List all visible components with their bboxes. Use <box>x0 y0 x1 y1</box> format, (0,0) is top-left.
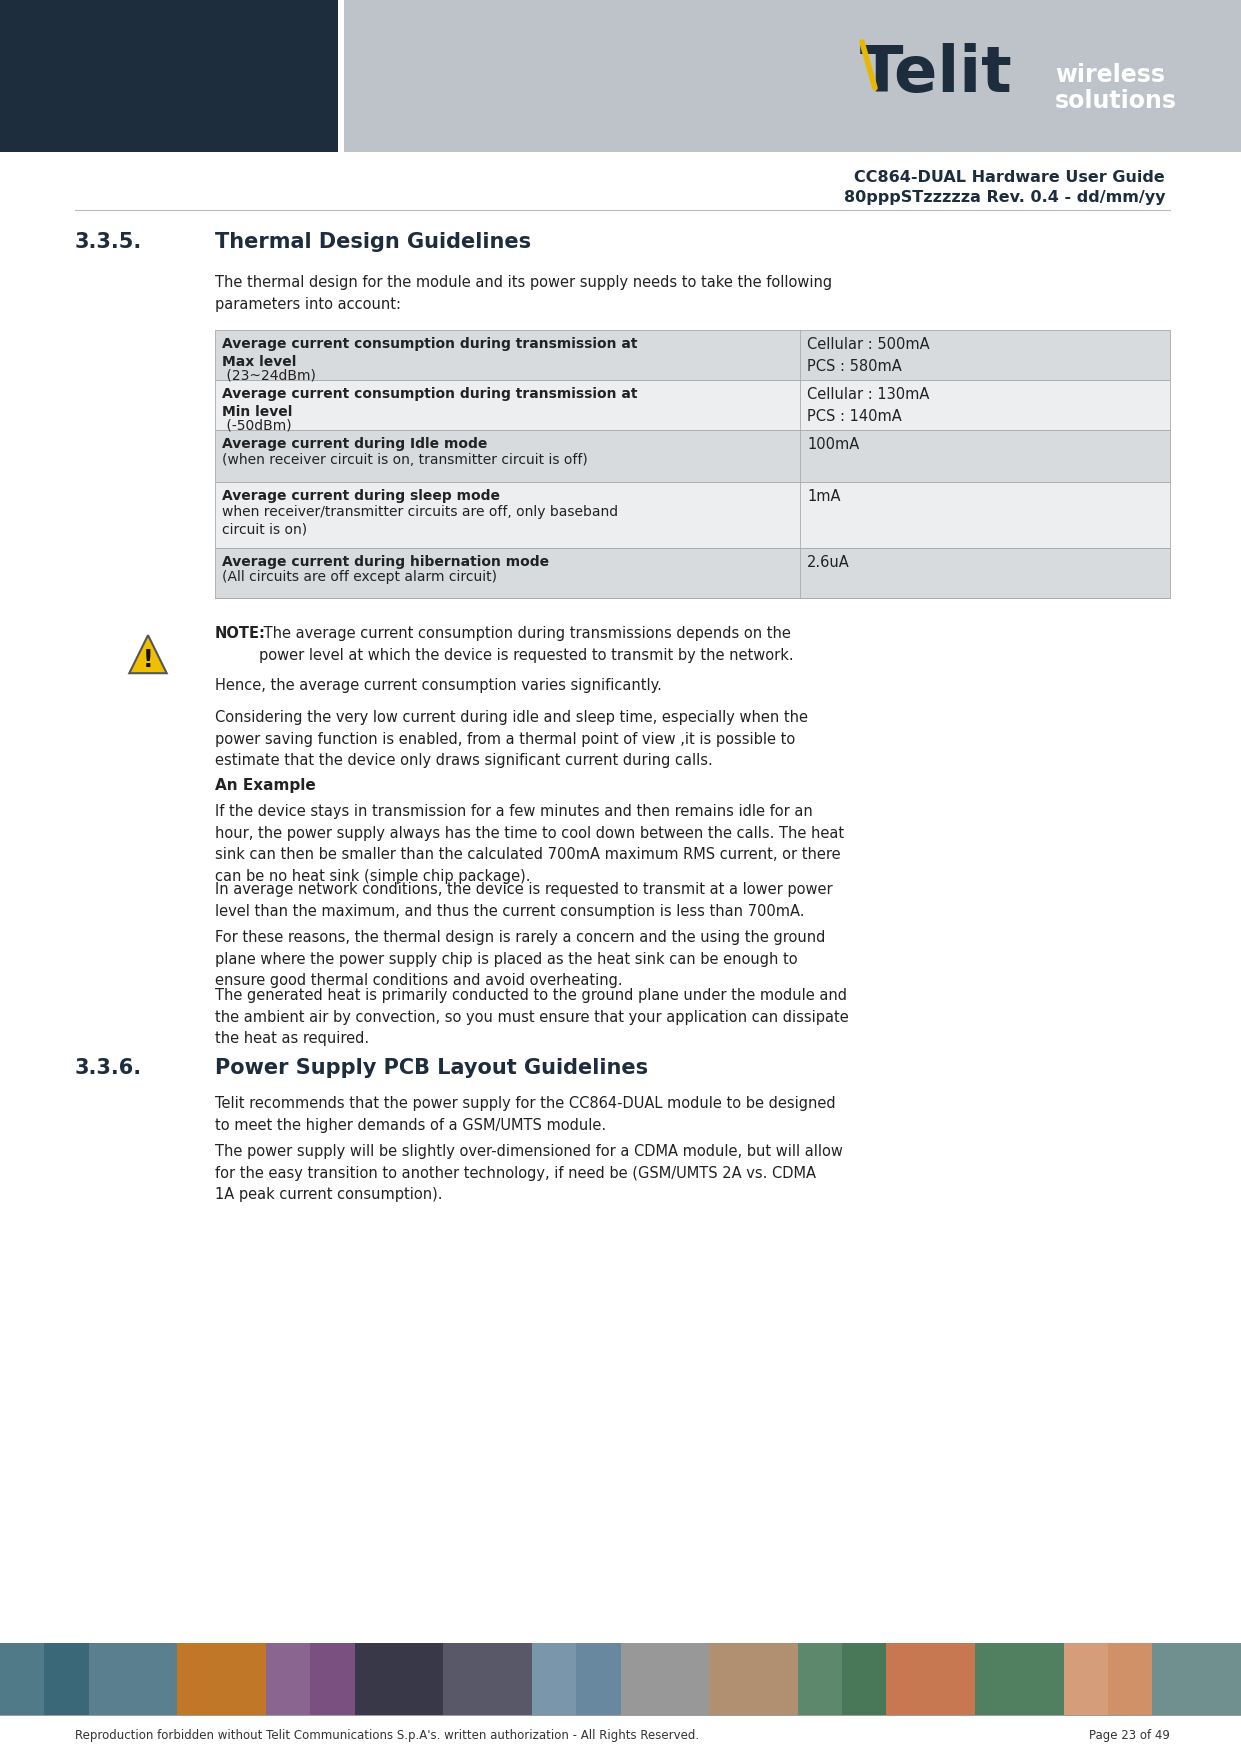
Text: The average current consumption during transmissions depends on the
power level : The average current consumption during t… <box>259 627 794 663</box>
Bar <box>215 430 1170 483</box>
Bar <box>0 1643 45 1715</box>
Bar <box>266 1643 310 1715</box>
Bar <box>88 1643 179 1715</box>
Bar <box>1064 1643 1153 1715</box>
Bar <box>798 1643 887 1715</box>
Bar <box>338 0 344 153</box>
Text: Reproduction forbidden without Telit Communications S.p.A's. written authorizati: Reproduction forbidden without Telit Com… <box>74 1729 699 1743</box>
Bar <box>215 381 1170 430</box>
Bar <box>620 1643 710 1715</box>
Text: The generated heat is primarily conducted to the ground plane under the module a: The generated heat is primarily conducte… <box>215 988 849 1046</box>
Text: The thermal design for the module and its power supply needs to take the followi: The thermal design for the module and it… <box>215 276 833 312</box>
Text: (when receiver circuit is on, transmitter circuit is off): (when receiver circuit is on, transmitte… <box>222 453 588 467</box>
Text: !: ! <box>143 648 154 672</box>
Text: Average current during Idle mode: Average current during Idle mode <box>222 437 488 451</box>
Text: In average network conditions, the device is requested to transmit at a lower po: In average network conditions, the devic… <box>215 883 833 918</box>
Text: Page 23 of 49: Page 23 of 49 <box>1090 1729 1170 1743</box>
Text: Telit: Telit <box>860 44 1013 105</box>
Polygon shape <box>129 635 166 674</box>
Bar <box>443 1643 532 1715</box>
Bar <box>0 0 338 153</box>
Bar <box>532 1643 576 1715</box>
Text: NOTE:: NOTE: <box>215 627 266 641</box>
Bar <box>355 1643 444 1715</box>
Text: Average current consumption during transmission at
Min level: Average current consumption during trans… <box>222 388 638 419</box>
Bar <box>975 1643 1065 1715</box>
Text: 1mA: 1mA <box>807 490 840 504</box>
Text: Thermal Design Guidelines: Thermal Design Guidelines <box>215 232 531 253</box>
Text: For these reasons, the thermal design is rarely a concern and the using the grou: For these reasons, the thermal design is… <box>215 930 825 988</box>
Text: CC864-DUAL Hardware User Guide: CC864-DUAL Hardware User Guide <box>854 170 1165 184</box>
Text: 3.3.6.: 3.3.6. <box>74 1058 143 1078</box>
Text: (-50dBm): (-50dBm) <box>222 418 292 432</box>
Bar <box>215 483 1170 548</box>
Text: 3.3.5.: 3.3.5. <box>74 232 143 253</box>
Text: An Example: An Example <box>215 777 315 793</box>
Text: 100mA: 100mA <box>807 437 859 453</box>
Text: The power supply will be slightly over-dimensioned for a CDMA module, but will a: The power supply will be slightly over-d… <box>215 1144 843 1202</box>
Text: (23~24dBm): (23~24dBm) <box>222 369 316 383</box>
Bar <box>177 1643 267 1715</box>
Bar <box>1153 1643 1241 1715</box>
Bar <box>215 548 1170 598</box>
Text: solutions: solutions <box>1055 90 1176 112</box>
Text: 2.6uA: 2.6uA <box>807 555 850 570</box>
Text: when receiver/transmitter circuits are off, only baseband
circuit is on): when receiver/transmitter circuits are o… <box>222 504 618 537</box>
Text: (All circuits are off except alarm circuit): (All circuits are off except alarm circu… <box>222 570 496 584</box>
Text: Hence, the average current consumption varies significantly.: Hence, the average current consumption v… <box>215 677 661 693</box>
Bar <box>1064 1643 1108 1715</box>
Text: Average current during hibernation mode: Average current during hibernation mode <box>222 555 549 569</box>
Bar <box>886 1643 977 1715</box>
Bar <box>338 0 1241 153</box>
Text: wireless: wireless <box>1055 63 1165 88</box>
Text: 80pppSTzzzzza Rev. 0.4 - dd/mm/yy: 80pppSTzzzzza Rev. 0.4 - dd/mm/yy <box>844 190 1165 205</box>
Text: If the device stays in transmission for a few minutes and then remains idle for : If the device stays in transmission for … <box>215 804 844 885</box>
Bar <box>215 330 1170 381</box>
Text: Average current consumption during transmission at
Max level: Average current consumption during trans… <box>222 337 638 369</box>
Bar <box>0 1643 89 1715</box>
Bar <box>266 1643 356 1715</box>
Text: Considering the very low current during idle and sleep time, especially when the: Considering the very low current during … <box>215 711 808 769</box>
Bar <box>798 1643 843 1715</box>
Bar <box>532 1643 622 1715</box>
Text: Cellular : 500mA
PCS : 580mA: Cellular : 500mA PCS : 580mA <box>807 337 930 374</box>
Bar <box>709 1643 799 1715</box>
Text: Cellular : 130mA
PCS : 140mA: Cellular : 130mA PCS : 140mA <box>807 388 930 425</box>
Text: Average current during sleep mode: Average current during sleep mode <box>222 490 500 504</box>
Text: Telit recommends that the power supply for the CC864-DUAL module to be designed
: Telit recommends that the power supply f… <box>215 1097 835 1132</box>
Text: Power Supply PCB Layout Guidelines: Power Supply PCB Layout Guidelines <box>215 1058 648 1078</box>
